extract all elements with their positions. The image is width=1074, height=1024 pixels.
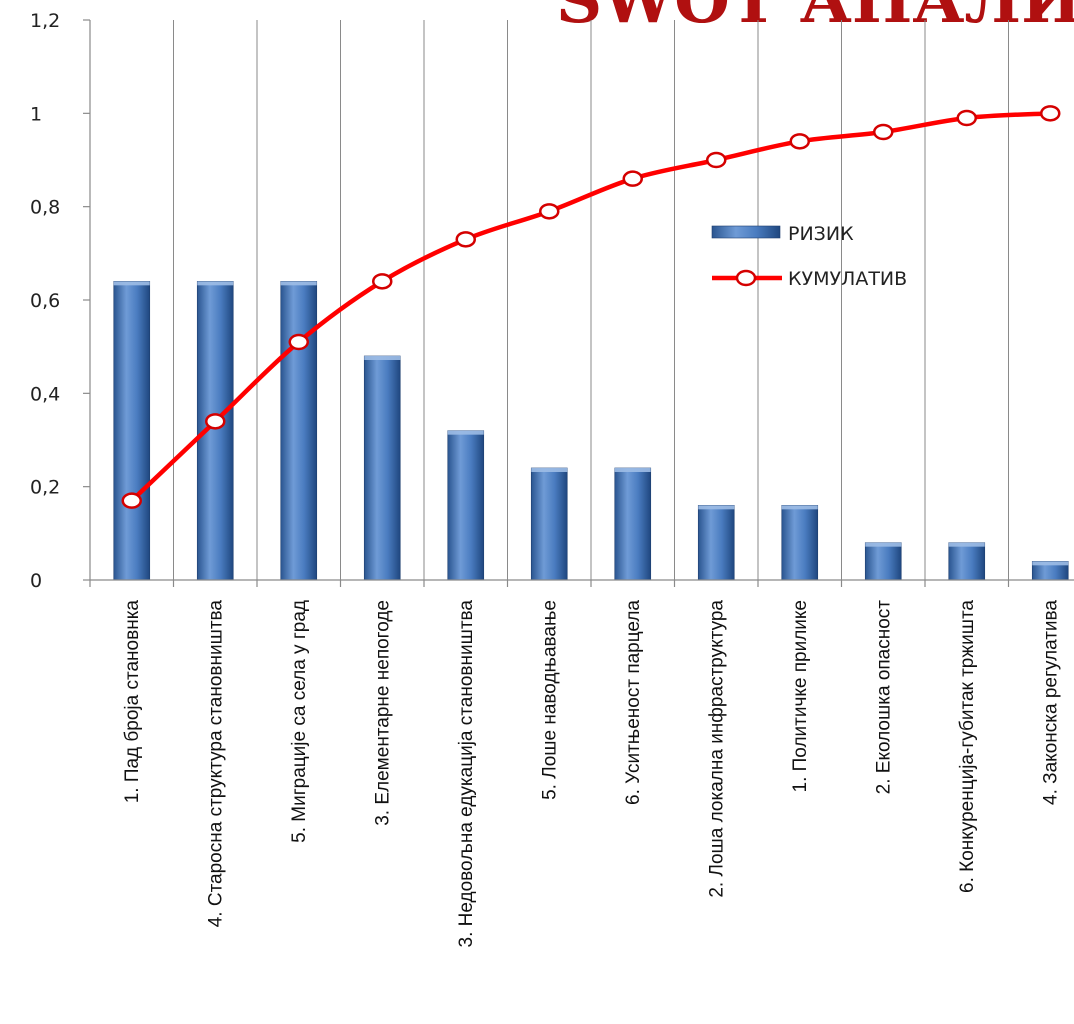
category-label: 2. Лоша локална инфраструктура bbox=[706, 600, 727, 898]
y-tick-label: 0,2 bbox=[30, 477, 60, 499]
y-tick-label: 0,4 bbox=[30, 383, 60, 405]
bar-risk-9 bbox=[781, 505, 819, 581]
bar-risk-5 bbox=[447, 430, 485, 581]
legend-item-cumulative: КУМУЛАТИВ bbox=[712, 268, 907, 290]
category-label: 3. Елементарне непогоде bbox=[372, 600, 393, 826]
legend-swatch-marker bbox=[735, 269, 757, 287]
bar-risk-11 bbox=[948, 542, 986, 581]
legend-swatch-bar bbox=[711, 225, 781, 239]
category-label: 3. Недовољна едукација становништва bbox=[456, 600, 477, 948]
bar-risk-3 bbox=[280, 281, 318, 581]
cumulative-point-9 bbox=[789, 133, 810, 150]
cumulative-point-5 bbox=[455, 231, 476, 248]
bar-risk-7 bbox=[614, 467, 652, 581]
cumulative-point-6 bbox=[539, 203, 560, 220]
cumulative-point-11 bbox=[956, 109, 977, 127]
category-label: 2. Еколошка опасност bbox=[873, 600, 894, 795]
cumulative-point-7 bbox=[622, 170, 643, 187]
category-label: 6. Конкуренција-губитак тржишта bbox=[957, 600, 978, 893]
category-label: 4. Старосна структура становништва bbox=[205, 600, 226, 928]
y-tick-label: 0,8 bbox=[30, 197, 60, 219]
cumulative-point-4 bbox=[372, 273, 393, 290]
category-label: 1. Пад броја становнка bbox=[122, 600, 143, 804]
bar-risk-12 bbox=[1031, 561, 1069, 581]
chart-title: SWOT АНАЛИЗА bbox=[556, 0, 1074, 38]
y-tick-label: 0 bbox=[30, 570, 42, 592]
legend-item-risk: РИЗИК bbox=[711, 223, 854, 245]
bar-risk-6 bbox=[530, 467, 568, 581]
cumulative-point-2 bbox=[205, 413, 226, 430]
category-label: 5. Миграције са села у град bbox=[289, 600, 310, 843]
cumulative-point-3 bbox=[288, 333, 309, 351]
bar-risk-4 bbox=[363, 355, 401, 581]
cumulative-point-1 bbox=[121, 492, 142, 509]
bar-risk-10 bbox=[864, 542, 902, 581]
category-label: 4. Законска регулатива bbox=[1040, 600, 1061, 805]
y-tick-label: 0,6 bbox=[30, 290, 60, 312]
y-tick-label: 1,2 bbox=[30, 10, 60, 32]
cumulative-point-8 bbox=[706, 151, 727, 169]
bar-risk-8 bbox=[697, 505, 735, 581]
legend-label-risk: РИЗИК bbox=[788, 223, 854, 245]
category-label: 1. Политичке прилике bbox=[790, 600, 811, 792]
cumulative-point-10 bbox=[873, 123, 894, 141]
category-label: 6. Уситњеност парцела bbox=[623, 600, 644, 805]
y-tick-label: 1 bbox=[30, 103, 42, 125]
bar-risk-1 bbox=[113, 281, 151, 581]
cumulative-point-12 bbox=[1040, 105, 1061, 122]
legend-label-cumulative: КУМУЛАТИВ bbox=[788, 268, 907, 290]
category-label: 5. Лоше наводњавање bbox=[539, 600, 560, 800]
